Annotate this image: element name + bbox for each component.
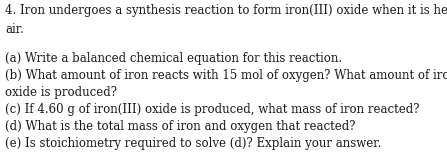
Text: air.: air.: [5, 23, 24, 36]
Text: (d) What is the total mass of iron and oxygen that reacted?: (d) What is the total mass of iron and o…: [5, 120, 356, 133]
Text: 4. Iron undergoes a synthesis reaction to form iron(III) oxide when it is heated: 4. Iron undergoes a synthesis reaction t…: [5, 4, 447, 17]
Text: (a) Write a balanced chemical equation for this reaction.: (a) Write a balanced chemical equation f…: [5, 52, 342, 65]
Text: (c) If 4.60 g of iron(III) oxide is produced, what mass of iron reacted?: (c) If 4.60 g of iron(III) oxide is prod…: [5, 103, 420, 116]
Text: (e) Is stoichiometry required to solve (d)? Explain your answer.: (e) Is stoichiometry required to solve (…: [5, 137, 382, 150]
Text: oxide is produced?: oxide is produced?: [5, 86, 118, 99]
Text: (b) What amount of iron reacts with 15 mol of oxygen? What amount of iron(III): (b) What amount of iron reacts with 15 m…: [5, 69, 447, 82]
